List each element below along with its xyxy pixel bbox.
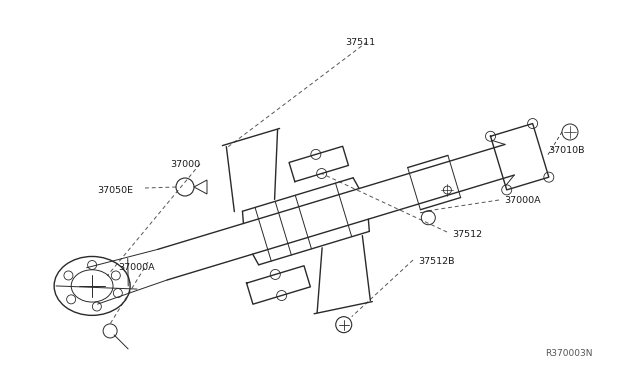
Text: 37512B: 37512B [418,257,454,266]
Text: 37010B: 37010B [548,145,584,154]
Text: 37050E: 37050E [97,186,133,195]
Text: 37000A: 37000A [504,196,541,205]
Text: 37000A: 37000A [118,263,155,272]
Text: 37512: 37512 [452,230,482,238]
Text: 37511: 37511 [345,38,375,46]
Text: 37000: 37000 [170,160,200,169]
Text: R370003N: R370003N [545,350,593,359]
